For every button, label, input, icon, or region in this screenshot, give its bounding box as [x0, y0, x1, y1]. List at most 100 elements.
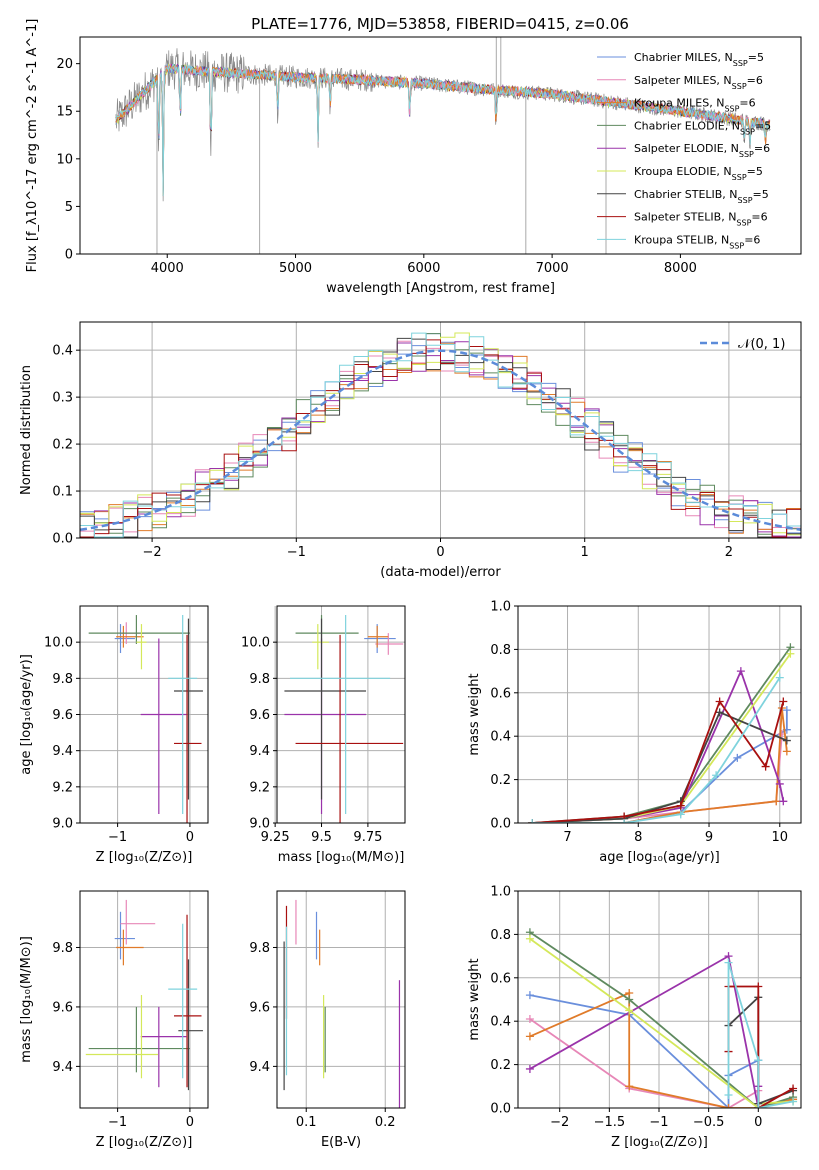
y-tick-label: 15 [56, 105, 73, 120]
age_vs_Z-axes: −1 0 9.0 9.2 9.4 9.6 9.8 10.0 Z [log₁₀(Z/Z⊙)] age… [19, 605, 209, 865]
series-marker [779, 797, 788, 806]
mass_vs_ebv-panel: 0.1 0.2 9.4 9.6 9.8 E(B-V) [249, 890, 406, 1150]
legend-entry: Kroupa ELODIE, NSSP=5 [634, 165, 763, 182]
y-tick-label: 9.8 [249, 672, 270, 687]
series-line [529, 954, 760, 1108]
series-marker [724, 1090, 733, 1099]
y-tick-label: 0 [65, 248, 73, 263]
y-tick-label: 9.2 [52, 780, 73, 795]
series-marker [754, 982, 763, 991]
legend-entry: Kroupa STELIB, NSSP=6 [634, 233, 760, 250]
series-marker [676, 801, 685, 810]
legend-entry: 𝒩(0, 1) [738, 337, 785, 352]
normal-curve [80, 349, 801, 532]
y-tick-label: 9.4 [52, 1060, 73, 1075]
x-tick-label: −2 [550, 1115, 569, 1130]
series-marker [761, 762, 770, 771]
spectrum-frame [79, 36, 802, 255]
y-tick-label: 1.0 [490, 600, 511, 615]
series-marker [528, 819, 537, 823]
series-marker [733, 753, 742, 762]
series-line [532, 653, 792, 823]
age_vs_Z-panel: −1 0 9.0 9.2 9.4 9.6 9.8 10.0 Z [log₁₀(Z/Z⊙)] age… [19, 605, 209, 865]
age_vs_mass-plot [284, 615, 404, 823]
legend-entry: Salpeter MILES, NSSP=6 [634, 74, 763, 91]
series-marker [779, 697, 788, 706]
legend-subscript: SSP [732, 173, 747, 182]
y-tick-label: 0.6 [490, 686, 511, 701]
spectrum-panel: 4000 5000 6000 7000 8000 0 5 10 15 20 wavelength [… [25, 19, 802, 296]
y-axis-label: Normed distribution [19, 365, 34, 495]
y-tick-label: 9.4 [52, 744, 73, 759]
series-marker [724, 1104, 733, 1108]
y-tick-label: 9.6 [52, 1000, 73, 1015]
series-line [532, 646, 792, 823]
legend-nssp: =6 [744, 233, 760, 246]
y-tick-label: 0.4 [52, 344, 73, 359]
y-tick-label: 0.0 [490, 817, 511, 832]
mass_vs_Z-axes: −1 0 9.4 9.6 9.8 Z [log₁₀(Z/Z⊙)] mass [log₁₀(M… [19, 890, 209, 1150]
massweight_vs_Z-axes: −2 −1.5 −1 −0.5 0 0.0 0.2 0.4 0.6 0.8 1.0 Z [log₁₀(… [467, 885, 802, 1150]
x-tick-label: 7000 [536, 261, 569, 276]
x-tick-label: 9 [705, 830, 713, 845]
y-tick-label: 0.1 [52, 485, 73, 500]
legend-nssp: =5 [747, 165, 763, 178]
x-tick-label: −0.5 [693, 1115, 725, 1130]
series-marker [782, 706, 791, 715]
massweight_vs_Z-panel: −2 −1.5 −1 −0.5 0 0.0 0.2 0.4 0.6 0.8 1.0 Z [log₁₀(… [467, 885, 802, 1150]
x-tick-label: 8000 [664, 261, 697, 276]
x-tick-label: 1 [581, 545, 589, 560]
spectrum-model-line [115, 63, 770, 197]
y-tick-label: 10 [56, 152, 73, 167]
x-tick-label: −1 [649, 1115, 668, 1130]
x-tick-label: 6000 [407, 261, 440, 276]
series-marker [625, 1082, 634, 1091]
y-tick-label: 0.2 [490, 1058, 511, 1073]
series-line [532, 677, 781, 823]
residual_histogram-plot [80, 332, 801, 538]
x-tick-label: 0 [436, 545, 444, 560]
y-tick-label: 0.4 [490, 1015, 511, 1030]
y-tick-label: 0.0 [490, 1102, 511, 1117]
y-tick-label: 20 [56, 57, 73, 72]
legend-entry: Chabrier STELIB, NSSP=5 [634, 188, 769, 205]
massweight_vs_age-panel: 7 8 9 10 0.0 0.2 0.4 0.6 0.8 1.0 age [log₁₀(age/yr… [467, 600, 802, 865]
age_vs_Z-frame [79, 605, 209, 824]
residual_histogram-panel: −2 −1 0 1 2 0.0 0.1 0.2 0.3 0.4 (data-model)/error… [19, 321, 802, 580]
y-tick-label: 9.4 [249, 1060, 270, 1075]
series-marker [775, 779, 784, 788]
y-tick-label: 9.6 [249, 708, 270, 723]
massweight_vs_age-frame [517, 605, 802, 824]
x-tick-label: −1 [108, 830, 127, 845]
series-marker [676, 810, 685, 819]
mass_vs_Z-frame [79, 890, 209, 1109]
legend-subscript: SSP [729, 241, 744, 250]
x-tick-label: 7 [563, 830, 571, 845]
series-marker [625, 995, 634, 1004]
series-marker [782, 736, 791, 745]
x-axis-label: E(B-V) [321, 1135, 361, 1150]
series-marker [736, 667, 745, 676]
series-line [529, 938, 794, 1108]
massweight_vs_Z-frame [517, 890, 802, 1109]
series-marker [715, 708, 724, 717]
y-axis-label: age [log₁₀(age/yr)] [19, 654, 34, 775]
y-tick-label: 1.0 [490, 885, 511, 900]
x-axis-label: wavelength [Angstrom, rest frame] [326, 281, 555, 296]
series-line [529, 991, 794, 1108]
series-marker [525, 1032, 534, 1041]
series-marker [786, 649, 795, 658]
y-tick-label: 0.3 [52, 391, 73, 406]
series-marker [620, 819, 629, 823]
x-tick-label: 0.2 [375, 1115, 396, 1130]
x-axis-label: age [log₁₀(age/yr)] [599, 850, 720, 865]
series-marker [712, 771, 721, 780]
series-marker [775, 673, 784, 682]
x-tick-label: −2 [143, 545, 162, 560]
y-tick-label: 9.8 [52, 672, 73, 687]
age_vs_mass-frame [276, 605, 406, 824]
y-tick-label: 5 [65, 200, 73, 215]
mass_vs_ebv-frame [276, 890, 406, 1109]
mass_vs_Z-plot [85, 899, 203, 1091]
legend-nssp: =6 [747, 74, 763, 87]
